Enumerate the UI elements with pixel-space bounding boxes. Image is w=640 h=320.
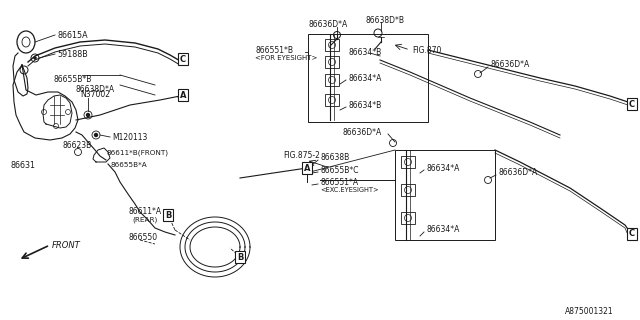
Text: 86636D*A: 86636D*A [342, 127, 381, 137]
Bar [395, 150, 495, 240]
Text: 86634*B: 86634*B [348, 100, 381, 109]
Text: 866551*B: 866551*B [255, 45, 293, 54]
Text: 86636D*A: 86636D*A [490, 60, 529, 68]
Text: 86623B: 86623B [62, 140, 92, 149]
Text: 86611*B(FRONT): 86611*B(FRONT) [106, 150, 168, 156]
FancyBboxPatch shape [325, 74, 339, 86]
FancyBboxPatch shape [401, 156, 415, 168]
Text: FIG.870: FIG.870 [412, 45, 442, 54]
Text: (REAR): (REAR) [132, 217, 157, 223]
Text: 86638D*B: 86638D*B [365, 15, 404, 25]
Text: M120113: M120113 [112, 132, 147, 141]
FancyBboxPatch shape [401, 212, 415, 224]
Text: A875001321: A875001321 [565, 308, 614, 316]
Text: A: A [304, 164, 310, 172]
Text: C: C [629, 229, 635, 238]
Text: 86634*A: 86634*A [348, 74, 381, 83]
Text: N37002: N37002 [80, 90, 110, 99]
Text: B: B [237, 252, 243, 261]
Text: 86636D*A: 86636D*A [498, 167, 537, 177]
Text: 86655B*A: 86655B*A [110, 162, 147, 168]
Text: 59188B: 59188B [57, 50, 88, 59]
Text: FRONT: FRONT [52, 242, 81, 251]
Circle shape [86, 114, 90, 116]
Text: 86638D*A: 86638D*A [75, 84, 114, 93]
Text: <FOR EYESIGHT>: <FOR EYESIGHT> [255, 55, 317, 61]
Text: C: C [629, 100, 635, 108]
FancyBboxPatch shape [325, 56, 339, 68]
Text: 86615A: 86615A [57, 30, 88, 39]
Text: <EXC.EYESIGHT>: <EXC.EYESIGHT> [320, 187, 379, 193]
FancyBboxPatch shape [325, 39, 339, 51]
Text: B: B [165, 211, 171, 220]
Text: 86634*A: 86634*A [426, 226, 460, 235]
Text: 86611*A: 86611*A [128, 207, 161, 217]
Text: 86634*B: 86634*B [348, 47, 381, 57]
Text: 86655B*C: 86655B*C [320, 165, 358, 174]
Text: FIG.875-2: FIG.875-2 [283, 150, 320, 159]
Text: 866551*A: 866551*A [320, 178, 358, 187]
Bar [308, 34, 428, 122]
Text: 866550: 866550 [128, 234, 157, 243]
Text: 86634*A: 86634*A [426, 164, 460, 172]
Text: 86655B*B: 86655B*B [53, 75, 92, 84]
Text: A: A [180, 91, 186, 100]
Text: 86631: 86631 [10, 161, 35, 170]
FancyBboxPatch shape [401, 184, 415, 196]
Text: 86638B: 86638B [320, 153, 349, 162]
Text: 86636D*A: 86636D*A [308, 20, 348, 28]
Text: C: C [180, 54, 186, 63]
Circle shape [33, 57, 36, 60]
Circle shape [95, 133, 97, 137]
FancyBboxPatch shape [325, 94, 339, 106]
